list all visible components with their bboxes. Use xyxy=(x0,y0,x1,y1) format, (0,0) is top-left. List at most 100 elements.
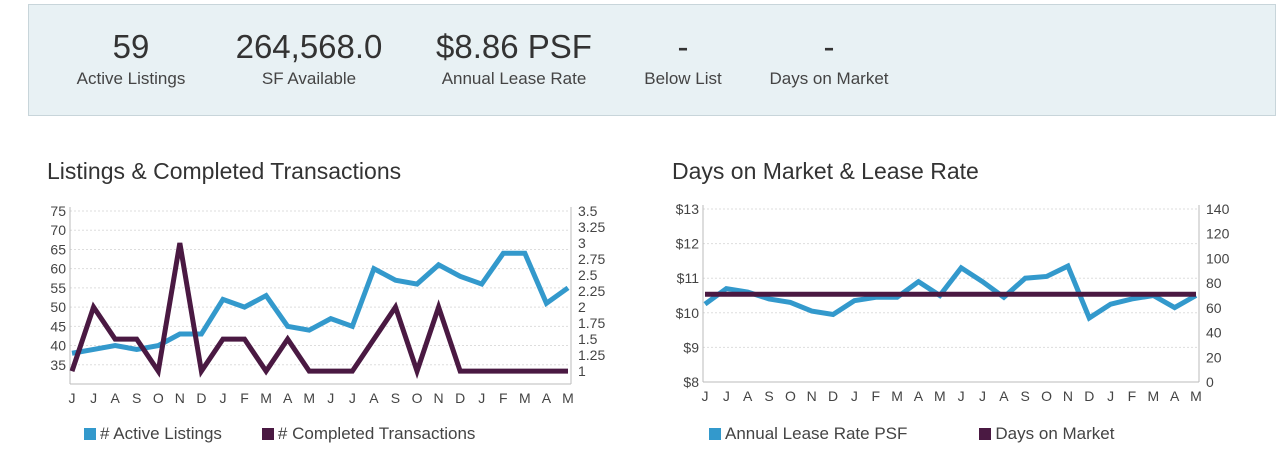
chart-title-listings: Listings & Completed Transactions xyxy=(47,158,402,184)
x-tick-label: J xyxy=(219,390,226,406)
x-tick-label: J xyxy=(1107,388,1114,404)
stat-sf-available: 264,568.0 SF Available xyxy=(219,27,399,89)
y-left-tick-label: 45 xyxy=(50,318,66,334)
x-tick-label: O xyxy=(1041,388,1052,404)
stat-label: Below List xyxy=(644,69,722,88)
stat-value: 59 xyxy=(112,28,150,65)
stat-lease-rate: $8.86 PSF Annual Lease Rate xyxy=(424,27,604,89)
legend-swatch-purple xyxy=(979,428,992,440)
stat-label: Active Listings xyxy=(76,69,186,88)
x-tick-label: F xyxy=(240,390,249,406)
x-tick-label: M xyxy=(934,388,946,404)
x-tick-label: A xyxy=(1170,388,1180,404)
x-tick-label: F xyxy=(499,390,508,406)
legend-right: Annual Lease Rate PSF Days on Market xyxy=(709,424,1114,444)
series-line-1 xyxy=(69,242,568,380)
x-tick-label: A xyxy=(110,390,120,406)
x-tick-label: J xyxy=(90,390,97,406)
y-right-tick-label: 3.5 xyxy=(578,203,598,219)
x-tick-label: A xyxy=(283,390,293,406)
y-right-tick-label: 3 xyxy=(578,235,586,251)
x-tick-label: J xyxy=(349,390,356,406)
x-tick-label: S xyxy=(1021,388,1030,404)
x-tick-label: N xyxy=(1063,388,1073,404)
x-tick-label: F xyxy=(872,388,881,404)
x-tick-label: A xyxy=(914,388,924,404)
y-right-tick-label: 2.25 xyxy=(578,283,605,299)
y-right-tick-label: 0 xyxy=(1206,374,1214,390)
legend-label[interactable]: # Completed Transactions xyxy=(277,424,476,443)
legend-swatch-blue xyxy=(709,428,721,440)
summary-stats-panel: 59 Active Listings 264,568.0 SF Available … xyxy=(28,4,1276,116)
y-left-tick-label: 35 xyxy=(50,357,66,373)
x-tick-label: O xyxy=(153,390,164,406)
y-left-tick-label: 50 xyxy=(50,299,66,315)
x-tick-label: A xyxy=(542,390,552,406)
y-right-tick-label: 140 xyxy=(1206,201,1230,217)
x-tick-label: J xyxy=(979,388,986,404)
x-tick-label: J xyxy=(327,390,334,406)
x-tick-label: J xyxy=(702,388,709,404)
x-tick-label: S xyxy=(391,390,400,406)
x-tick-label: S xyxy=(764,388,773,404)
chart-title-dom: Days on Market & Lease Rate xyxy=(672,158,979,184)
y-right-tick-label: 3.25 xyxy=(578,219,605,235)
legend-label[interactable]: # Active Listings xyxy=(100,424,222,443)
y-left-tick-label: $8 xyxy=(683,374,699,390)
y-right-tick-label: 80 xyxy=(1206,275,1222,291)
x-tick-label: D xyxy=(828,388,838,404)
y-right-tick-label: 2 xyxy=(578,299,586,315)
x-tick-label: J xyxy=(958,388,965,404)
series-line-0 xyxy=(703,262,1198,322)
x-tick-label: J xyxy=(69,390,76,406)
y-left-tick-label: $9 xyxy=(683,339,699,355)
x-tick-label: A xyxy=(369,390,379,406)
x-tick-label: N xyxy=(434,390,444,406)
legend-label[interactable]: Annual Lease Rate PSF xyxy=(725,424,908,443)
y-left-tick-label: 75 xyxy=(50,203,66,219)
x-tick-label: A xyxy=(999,388,1009,404)
x-tick-label: S xyxy=(132,390,141,406)
y-left-tick-label: $10 xyxy=(676,305,700,321)
stat-days-on-market: - Days on Market xyxy=(759,27,899,89)
y-right-tick-label: 1.5 xyxy=(578,331,598,347)
y-left-tick-label: 40 xyxy=(50,338,66,354)
stat-value: $8.86 PSF xyxy=(436,28,592,65)
x-tick-label: J xyxy=(478,390,485,406)
x-tick-label: M xyxy=(519,390,531,406)
x-tick-label: O xyxy=(785,388,796,404)
stat-active-listings: 59 Active Listings xyxy=(71,27,191,89)
y-right-tick-label: 60 xyxy=(1206,300,1222,316)
y-right-tick-label: 2.75 xyxy=(578,251,605,267)
x-tick-label: D xyxy=(196,390,206,406)
x-tick-label: D xyxy=(1084,388,1094,404)
legend-swatch-blue xyxy=(84,428,96,440)
stat-label: Days on Market xyxy=(769,69,889,88)
stat-value: 264,568.0 xyxy=(235,28,383,65)
x-tick-label: M xyxy=(260,390,272,406)
x-tick-label: O xyxy=(412,390,423,406)
x-tick-label: N xyxy=(175,390,185,406)
series-line-0 xyxy=(71,250,570,356)
y-left-tick-label: 55 xyxy=(50,280,66,296)
y-left-tick-label: 65 xyxy=(50,241,66,257)
x-tick-label: M xyxy=(1190,388,1202,404)
y-right-tick-label: 1.25 xyxy=(578,347,605,363)
x-tick-label: M xyxy=(562,390,574,406)
x-tick-label: M xyxy=(1147,388,1159,404)
x-tick-label: D xyxy=(455,390,465,406)
y-left-tick-label: 60 xyxy=(50,261,66,277)
stat-value: - xyxy=(823,28,835,65)
stat-below-list: - Below List xyxy=(633,27,733,89)
stat-value: - xyxy=(677,28,689,65)
legend-left: # Active Listings # Completed Transactio… xyxy=(84,424,475,444)
y-right-tick-label: 100 xyxy=(1206,250,1230,266)
x-tick-label: M xyxy=(303,390,315,406)
y-right-tick-label: 40 xyxy=(1206,325,1222,341)
legend-label[interactable]: Days on Market xyxy=(995,424,1115,443)
y-right-tick-label: 120 xyxy=(1206,226,1230,242)
x-tick-label: M xyxy=(891,388,903,404)
x-tick-label: A xyxy=(743,388,753,404)
y-left-tick-label: $13 xyxy=(676,201,700,217)
